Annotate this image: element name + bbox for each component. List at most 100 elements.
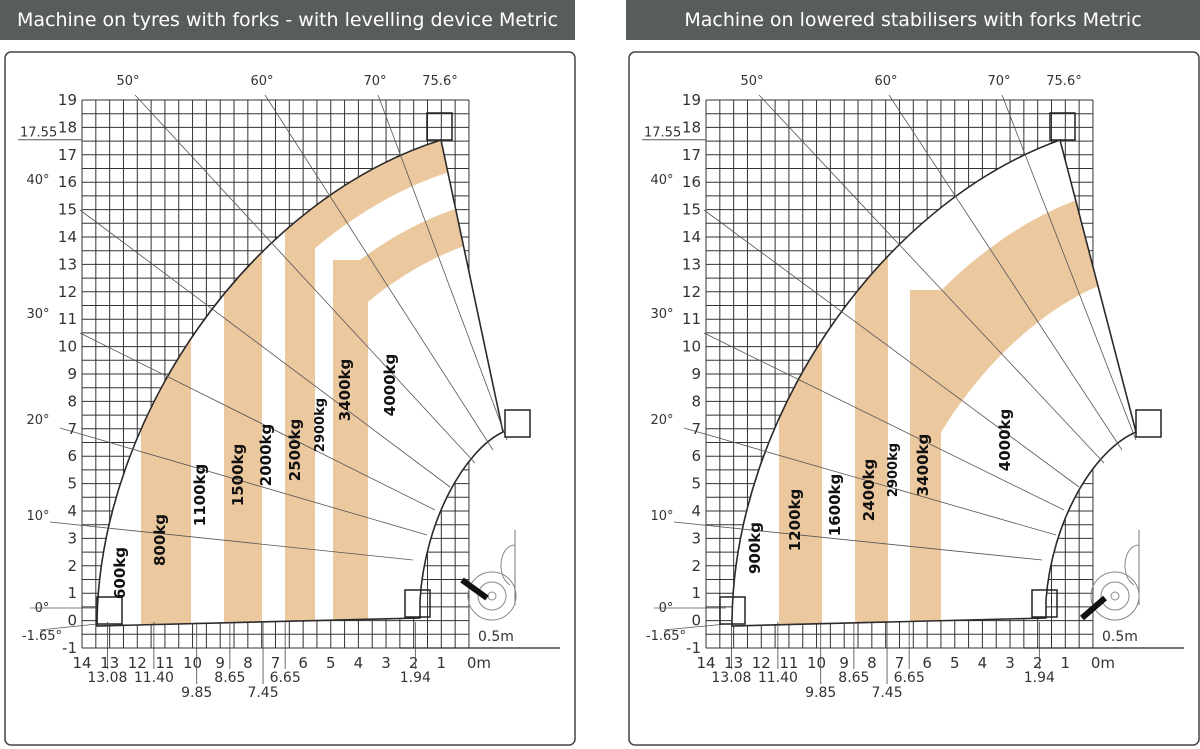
y-tick-label: 0: [67, 612, 77, 630]
y-tick-label: 1: [691, 584, 701, 602]
fork-carriage-icon: [1031, 589, 1058, 618]
x-tick-label: 7: [895, 654, 905, 672]
x-tick-label: 4: [354, 654, 364, 672]
load-label: 2400kg: [860, 459, 878, 521]
y-tick-label: 19: [682, 91, 701, 109]
distance-marker-label: 1.94: [400, 670, 431, 686]
y-tick-label: 10: [682, 338, 701, 356]
y-tick-label: 4: [691, 502, 701, 520]
right-load-chart: 0.5m 900kg 1200kg 1600kg 2400kg 2900kg 3400kg 4…: [628, 51, 1200, 746]
angle-line: [703, 332, 1065, 511]
x-tick-label: 3: [1005, 654, 1015, 672]
distance-marker-label: 13.08: [711, 670, 751, 686]
x-tick-label: 12: [752, 654, 771, 672]
angle-label: 70°: [987, 74, 1010, 89]
x-tick-label: 2: [409, 654, 419, 672]
x-tick-label: 0m: [467, 654, 491, 672]
y-tick-label: 19: [58, 91, 77, 109]
distance-marker-label: 9.85: [805, 685, 836, 701]
distance-marker-label: 13.08: [87, 670, 127, 686]
x-tick-label: 11: [155, 654, 174, 672]
y-tick-label: 2: [691, 557, 701, 575]
x-tick-label: 10: [183, 654, 202, 672]
x-tick-label: 1: [1061, 654, 1071, 672]
load-label: 2900kg: [886, 443, 901, 497]
x-tick-label: 4: [978, 654, 988, 672]
fork-carriage-icon: [1049, 112, 1076, 141]
x-tick-label: 9: [215, 654, 225, 672]
angle-line: [703, 209, 1080, 488]
y-tick-label: 18: [682, 118, 701, 136]
y-tick-label: 5: [691, 475, 701, 493]
angle-label: 75.6°: [1046, 74, 1081, 89]
angle-label: 30°: [650, 307, 673, 322]
angle-line: [264, 94, 494, 451]
x-tick-label: 7: [271, 654, 281, 672]
y-tick-label: -1: [686, 639, 701, 657]
y-tick-label: 9: [691, 365, 701, 383]
x-tick-label: 2: [1033, 654, 1043, 672]
distance-marker-label: 6.65: [270, 670, 301, 686]
load-label: 900kg: [746, 522, 764, 574]
x-tick-label: 10: [807, 654, 826, 672]
angle-label: 0°: [659, 601, 674, 616]
load-label: 3400kg: [336, 359, 354, 421]
distance-marker-label: 7.45: [871, 685, 902, 701]
angle-line: [683, 427, 1057, 536]
angle-label: 60°: [250, 74, 273, 89]
x-tick-label: 14: [696, 654, 715, 672]
angle-line: [673, 521, 1043, 561]
angle-line: [377, 94, 508, 441]
y-tick-label: 4: [67, 502, 77, 520]
angle-label: 20°: [26, 413, 49, 428]
angle-line: [59, 427, 428, 536]
angle-label: 20°: [650, 413, 673, 428]
y-tick-label: 7: [691, 420, 701, 438]
angle-label: 10°: [26, 509, 49, 524]
load-label: 600kg: [111, 547, 129, 599]
load-label: 3400kg: [914, 434, 932, 496]
angle-label: -1.65°: [22, 629, 62, 644]
x-tick-label: 0m: [1091, 654, 1115, 672]
max-height-label: 17.55: [20, 126, 57, 141]
angle-label: 40°: [26, 173, 49, 188]
x-tick-label: 1: [437, 654, 447, 672]
machine-outline: [1124, 544, 1140, 586]
y-tick-label: 12: [682, 283, 701, 301]
angle-line: [49, 521, 414, 561]
y-tick-label: 10: [58, 338, 77, 356]
y-tick-label: 17: [682, 146, 701, 164]
load-label: 1600kg: [826, 474, 844, 536]
angle-label: 40°: [650, 173, 673, 188]
y-tick-label: 9: [67, 365, 77, 383]
angle-line: [79, 209, 451, 488]
distance-marker-label: 1.94: [1024, 670, 1055, 686]
angle-line: [758, 94, 1105, 464]
scale-label: 0.5m: [478, 629, 514, 645]
angle-line: [1001, 94, 1137, 441]
y-tick-label: 7: [67, 420, 77, 438]
fork-carriage-icon: [719, 596, 746, 625]
wheel-icon: [1090, 571, 1140, 621]
angle-label: 70°: [363, 74, 386, 89]
boom-pivot-icon: [460, 577, 489, 601]
y-tick-label: 16: [58, 173, 77, 191]
y-tick-label: 17: [58, 146, 77, 164]
y-tick-label: 5: [67, 475, 77, 493]
boom-pivot-icon: [1080, 595, 1107, 621]
distance-marker-label: 8.65: [214, 670, 245, 686]
x-tick-label: 9: [839, 654, 849, 672]
x-tick-label: 14: [72, 654, 91, 672]
wheel-icon: [467, 571, 517, 621]
y-tick-label: 15: [58, 201, 77, 219]
x-tick-label: 5: [326, 654, 336, 672]
wheel-icon: [1100, 581, 1130, 611]
y-tick-label: 12: [58, 283, 77, 301]
envelope-outline: [731, 138, 1137, 627]
x-tick-label: 8: [243, 654, 253, 672]
angle-label: 10°: [650, 509, 673, 524]
angle-label: 0°: [35, 601, 50, 616]
y-tick-label: 8: [691, 392, 701, 410]
scale-label: 0.5m: [1102, 629, 1138, 645]
